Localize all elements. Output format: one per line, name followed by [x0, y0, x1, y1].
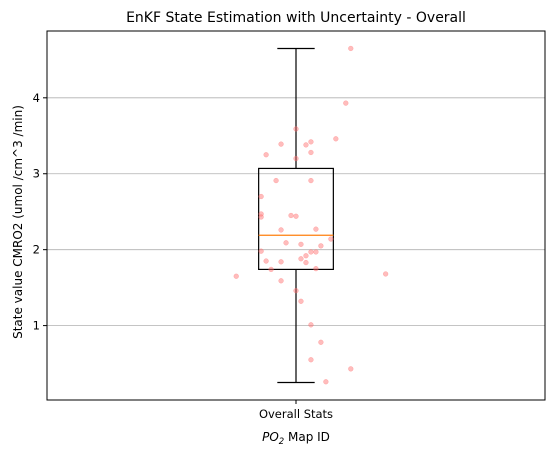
- data-point: [313, 265, 319, 272]
- data-point: [298, 241, 304, 248]
- data-point: [258, 248, 264, 254]
- chart-title: EnKF State Estimation with Uncertainty -…: [126, 10, 466, 26]
- data-point: [382, 271, 389, 277]
- data-point: [298, 256, 304, 262]
- y-tick-label: 3: [33, 167, 40, 181]
- data-point: [318, 243, 324, 249]
- data-point: [233, 273, 239, 279]
- data-point: [308, 139, 314, 145]
- data-point: [303, 259, 309, 266]
- data-point: [318, 339, 324, 345]
- data-point: [308, 322, 314, 328]
- data-point: [323, 379, 329, 385]
- y-tick-label: 4: [33, 91, 40, 105]
- data-point: [313, 226, 319, 232]
- data-point: [278, 278, 284, 284]
- x-axis-label-po: PO: [262, 430, 279, 444]
- data-point: [278, 227, 284, 233]
- interquartile-box: [258, 167, 334, 271]
- data-point: [278, 259, 284, 265]
- data-point: [293, 213, 299, 219]
- y-tick-label: 2: [33, 243, 40, 257]
- data-point: [258, 193, 264, 200]
- data-point: [258, 211, 264, 217]
- data-point: [288, 212, 294, 219]
- x-tick-label: Overall Stats: [259, 407, 333, 421]
- data-point: [293, 126, 299, 132]
- data-point: [258, 214, 264, 220]
- data-point: [303, 253, 309, 259]
- data-point: [263, 258, 269, 264]
- data-point: [313, 249, 319, 255]
- data-point: [283, 240, 289, 246]
- data-point: [273, 177, 279, 184]
- data-point: [308, 149, 314, 156]
- x-axis-label: PO2 Map ID: [262, 430, 330, 447]
- data-point: [333, 136, 339, 142]
- data-point: [263, 152, 269, 158]
- data-point: [308, 249, 314, 255]
- axes: 1 2 3 4 Overall Stats: [33, 30, 546, 421]
- data-point: [293, 288, 299, 294]
- data-point: [298, 298, 304, 304]
- data-point: [303, 142, 309, 148]
- x-axis-label-suffix: Map ID: [284, 430, 330, 444]
- data-point: [308, 357, 314, 363]
- data-point: [328, 236, 334, 242]
- y-tick-label: 1: [33, 319, 40, 333]
- data-points: [233, 45, 389, 385]
- box-elements: [258, 47, 334, 384]
- data-point: [343, 100, 349, 106]
- x-axis-label-subscript: 2: [279, 437, 284, 447]
- data-point: [308, 177, 314, 184]
- y-axis-label: State value CMRO2 (umol /cm^3 /min): [11, 105, 25, 339]
- data-point: [278, 141, 284, 147]
- data-point: [268, 266, 274, 273]
- data-point: [348, 45, 354, 52]
- data-point: [293, 155, 299, 162]
- data-point: [348, 366, 354, 372]
